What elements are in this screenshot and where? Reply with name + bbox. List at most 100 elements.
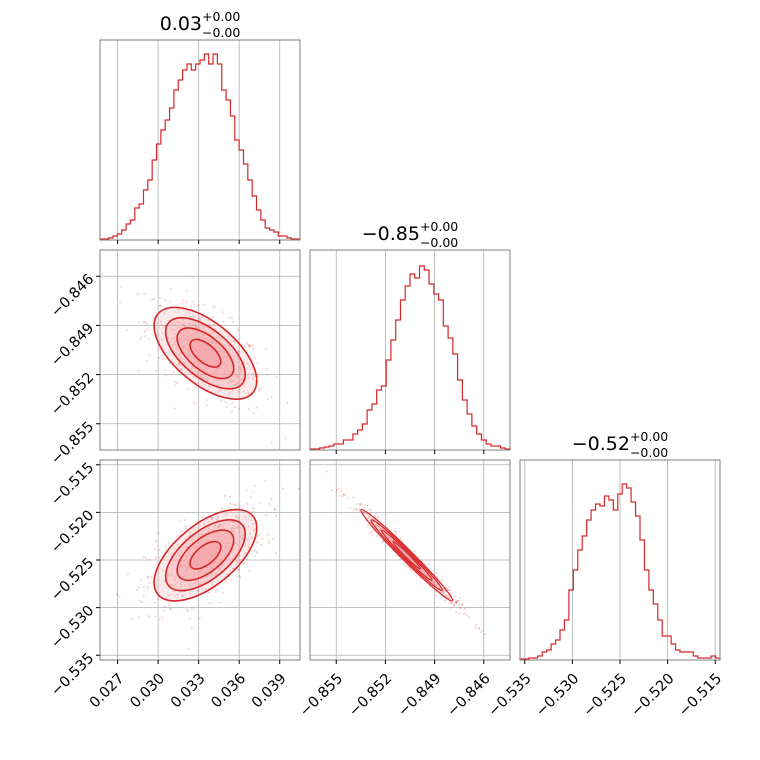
scatter-point <box>209 516 212 518</box>
scatter-point <box>219 399 222 402</box>
scatter-point <box>432 582 435 585</box>
scatter-point <box>164 325 167 328</box>
scatter-point <box>200 376 203 379</box>
scatter-point <box>180 351 182 354</box>
scatter-point <box>222 591 225 594</box>
scatter-point <box>237 390 240 393</box>
scatter-point <box>422 577 425 580</box>
scatter-point <box>163 580 166 583</box>
scatter-point <box>236 544 239 547</box>
density-layer <box>326 470 486 635</box>
scatter-point <box>234 558 237 561</box>
scatter-point <box>172 559 175 562</box>
scatter-point <box>415 575 418 578</box>
scatter-point <box>379 528 382 531</box>
scatter-point <box>185 545 188 548</box>
scatter-point <box>376 521 379 524</box>
scatter-point <box>241 378 244 381</box>
scatter-point <box>353 508 355 510</box>
scatter-point <box>182 324 185 326</box>
scatter-point <box>198 327 201 329</box>
scatter-point <box>200 316 203 319</box>
scatter-point <box>259 388 261 391</box>
scatter-point <box>465 613 468 616</box>
scatter-point <box>187 610 189 612</box>
scatter-point <box>198 589 200 592</box>
scatter-point <box>171 551 174 554</box>
scatter-panel-2-0 <box>96 459 301 664</box>
title-param-0: 0.03+0.00 <box>160 9 241 35</box>
scatter-point <box>218 524 221 527</box>
scatter-point <box>218 336 221 339</box>
scatter-point <box>449 600 452 603</box>
scatter-point <box>191 367 193 370</box>
scatter-point <box>257 375 260 378</box>
scatter-point <box>261 537 264 540</box>
scatter-point <box>211 518 214 520</box>
scatter-point <box>379 529 382 531</box>
scatter-point <box>181 323 184 326</box>
scatter-point <box>458 603 460 606</box>
scatter-point <box>180 530 183 533</box>
scatter-point <box>101 272 104 275</box>
scatter-point <box>174 380 177 383</box>
scatter-point <box>232 379 235 382</box>
scatter-point <box>274 508 277 511</box>
scatter-point <box>191 369 194 372</box>
scatter-point <box>484 633 486 635</box>
scatter-point <box>374 524 377 527</box>
scatter-point <box>237 524 240 527</box>
scatter-point <box>200 376 203 379</box>
scatter-point <box>158 357 161 359</box>
scatter-point <box>461 604 464 606</box>
scatter-point <box>212 315 215 318</box>
scatter-point <box>239 367 241 370</box>
scatter-point <box>189 617 191 620</box>
contour-level-3 <box>392 540 422 570</box>
scatter-point <box>177 363 180 366</box>
scatter-point <box>174 343 177 346</box>
scatter-point <box>236 375 238 377</box>
scatter-point <box>326 470 329 473</box>
scatter-point <box>234 515 237 517</box>
scatter-point <box>369 512 372 515</box>
scatter-point <box>447 589 450 591</box>
scatter-point <box>167 594 169 596</box>
scatter-point <box>370 522 373 524</box>
scatter-point <box>246 342 249 344</box>
scatter-point <box>194 370 196 373</box>
scatter-point <box>240 363 243 366</box>
scatter-point <box>148 615 151 618</box>
scatter-point <box>194 324 197 327</box>
scatter-point <box>173 384 176 387</box>
scatter-point <box>232 520 235 523</box>
scatter-point <box>219 388 221 391</box>
scatter-point <box>144 335 147 338</box>
scatter-point <box>354 508 357 511</box>
scatter-point <box>136 293 139 296</box>
scatter-point <box>187 647 190 650</box>
scatter-point <box>413 566 416 569</box>
scatter-point <box>243 542 246 545</box>
scatter-point <box>138 599 141 602</box>
scatter-point <box>237 357 240 360</box>
scatter-point <box>369 531 372 534</box>
scatter-point <box>221 524 224 527</box>
scatter-point <box>436 577 439 579</box>
scatter-point <box>172 329 175 332</box>
scatter-point <box>234 364 237 367</box>
scatter-point <box>212 330 214 333</box>
scatter-point <box>358 509 361 512</box>
scatter-point <box>231 521 234 523</box>
scatter-point <box>403 562 406 565</box>
scatter-point <box>370 526 373 529</box>
scatter-point <box>439 591 442 594</box>
scatter-point <box>225 568 228 571</box>
scatter-point <box>435 594 437 597</box>
scatter-point <box>376 535 379 538</box>
scatter-point <box>233 352 236 354</box>
density-layer <box>101 272 289 444</box>
scatter-point <box>338 495 341 498</box>
scatter-point <box>341 495 344 498</box>
x-tick-label: 0.036 <box>209 671 250 712</box>
